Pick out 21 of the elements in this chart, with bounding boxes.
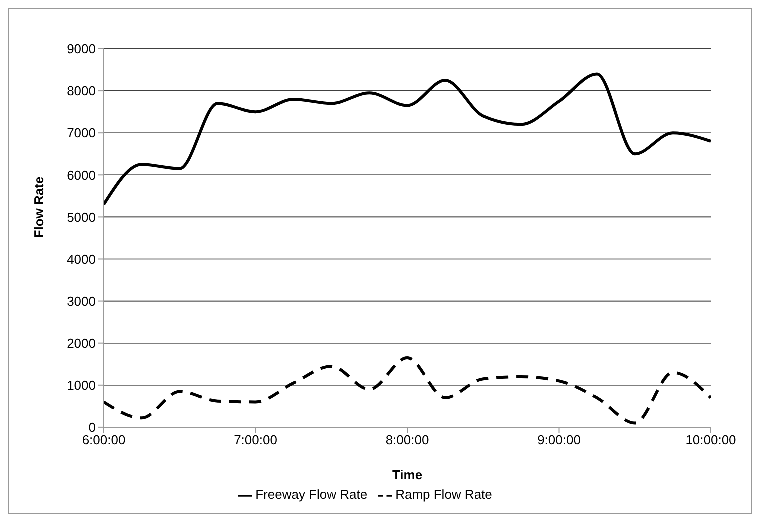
x-axis-title: Time bbox=[392, 467, 423, 482]
y-tick-label: 8000 bbox=[67, 84, 96, 99]
y-tick-label: 0 bbox=[88, 420, 96, 436]
line-series bbox=[104, 72, 711, 206]
legend-label: Freeway Flow Rate bbox=[256, 487, 368, 502]
x-tick-label: 10:00:00 bbox=[686, 432, 736, 448]
legend-label: Ramp Flow Rate bbox=[396, 487, 492, 502]
y-tick-label: 6000 bbox=[67, 168, 96, 183]
y-tick-label: 5000 bbox=[67, 210, 96, 225]
x-tick-label: 8:00:00 bbox=[386, 432, 430, 448]
x-tick-label: 7:00:00 bbox=[234, 432, 278, 448]
y-tick-label: 7000 bbox=[67, 126, 96, 141]
y-tick-label: 1000 bbox=[67, 378, 96, 394]
y-tick-label: 2000 bbox=[67, 336, 96, 351]
y-tick-label: 3000 bbox=[67, 294, 96, 309]
y-tick-label: 9000 bbox=[67, 42, 96, 57]
x-tick-label: 6:00:00 bbox=[82, 432, 126, 448]
y-tick-label: 4000 bbox=[67, 252, 96, 267]
x-tick-label: 9:00:00 bbox=[538, 432, 581, 448]
y-axis-title: Flow Rate bbox=[32, 176, 47, 238]
line-series bbox=[104, 356, 711, 425]
